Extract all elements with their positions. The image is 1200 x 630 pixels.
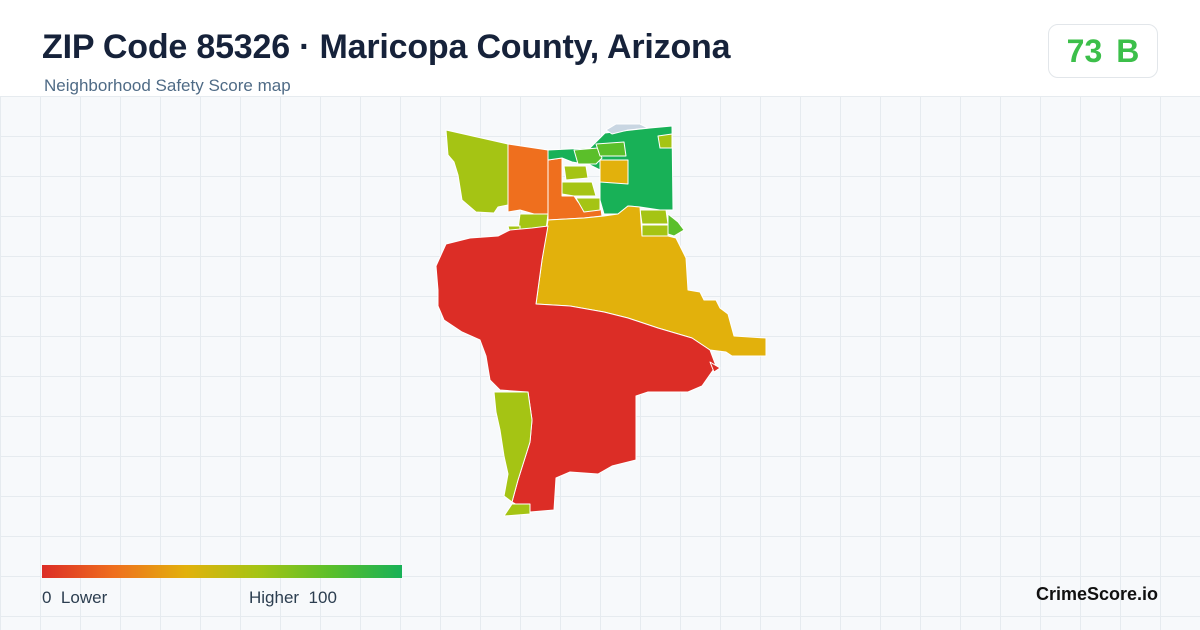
map-region-south-lime-tab[interactable] bbox=[503, 503, 531, 517]
legend-max-label: Higher bbox=[249, 588, 300, 607]
map-region-water bbox=[605, 123, 649, 135]
header: ZIP Code 85326 · Maricopa County, Arizon… bbox=[0, 0, 1200, 96]
legend-gradient-bar bbox=[42, 565, 402, 578]
map-region-west-north[interactable] bbox=[445, 129, 509, 214]
map-region-east-green-tab[interactable] bbox=[667, 213, 685, 237]
map-region-small-4[interactable] bbox=[561, 181, 597, 197]
legend-min-label: Lower bbox=[60, 588, 108, 607]
legend-labels: 0 Lower Higher 100 bbox=[42, 588, 342, 608]
legend-max-value: 100 bbox=[308, 588, 337, 607]
map-region-orange-north[interactable] bbox=[507, 143, 549, 217]
map-region-east-lime-2[interactable] bbox=[641, 224, 669, 237]
map-region-east-lime-1[interactable] bbox=[639, 209, 669, 225]
legend-max: Higher 100 bbox=[249, 588, 337, 608]
legend-min: 0 Lower bbox=[42, 588, 107, 608]
map-region-east-red-spur[interactable] bbox=[709, 361, 721, 373]
map-region-small-3[interactable] bbox=[599, 159, 629, 185]
page-title: ZIP Code 85326 · Maricopa County, Arizon… bbox=[42, 28, 731, 66]
map-region-small-7[interactable] bbox=[657, 133, 673, 149]
map-region-small-1[interactable] bbox=[573, 147, 603, 165]
map-region-small-6[interactable] bbox=[575, 197, 601, 213]
brand-logo-text[interactable]: CrimeScore.io bbox=[1036, 584, 1159, 604]
safety-score-value: 73 bbox=[1066, 32, 1103, 69]
map-region-small-5[interactable] bbox=[595, 141, 627, 157]
map-region-small-2[interactable] bbox=[563, 165, 589, 181]
legend-min-value: 0 bbox=[42, 588, 52, 607]
safety-score-badge: 73 B bbox=[1048, 24, 1158, 78]
safety-score-grade: B bbox=[1116, 32, 1140, 69]
map-region-southwest-lime-strip[interactable] bbox=[493, 391, 533, 503]
page-subtitle: Neighborhood Safety Score map bbox=[44, 76, 291, 95]
